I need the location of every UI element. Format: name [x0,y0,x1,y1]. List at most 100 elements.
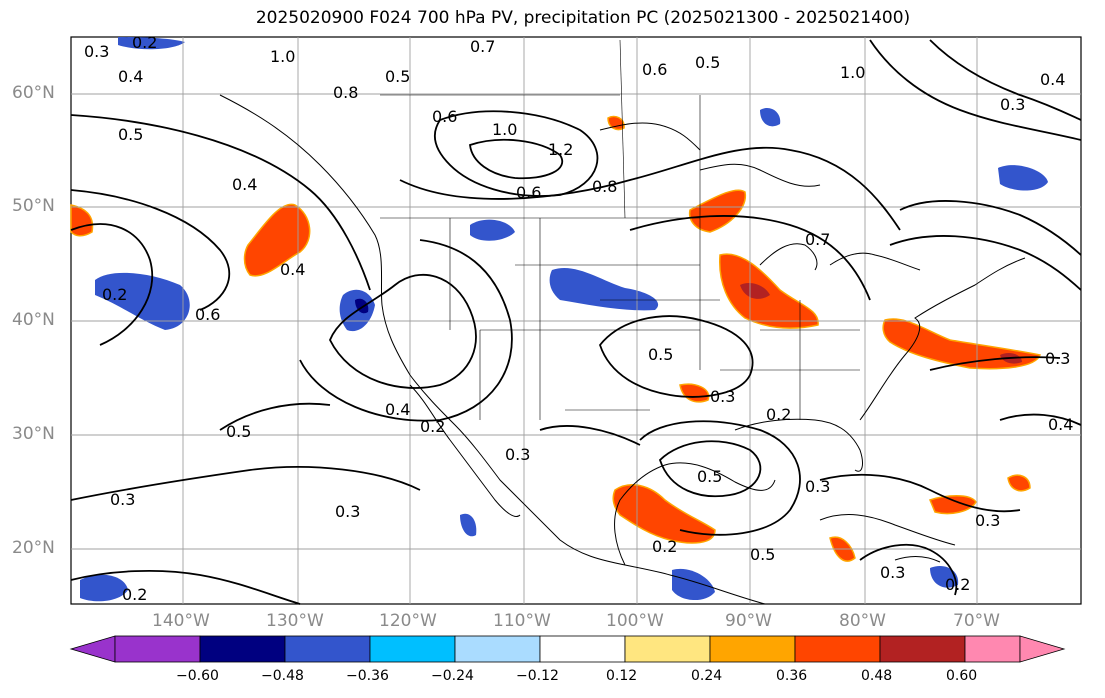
precip-orange-8 [928,495,977,515]
lon-label: 110°W [493,611,551,631]
contour-label: 0.4 [385,400,410,419]
lon-label: 90°W [725,611,772,631]
contour-label: 0.3 [1000,95,1025,114]
precip-blue-1 [95,272,190,330]
precip-positive-areas [70,115,1042,562]
precip-orange-9 [1007,474,1031,492]
precip-blue-7 [760,107,781,127]
colorbar-segment [624,635,711,663]
lon-label: 140°W [152,611,210,631]
borders [380,39,860,420]
precip-darkred-1 [740,283,770,299]
colorbar-tick-label: −0.12 [516,668,559,684]
precip-orange-5 [612,484,716,544]
coastlines [219,94,1026,605]
lat-label: 20°N [12,538,55,558]
contour-label: 0.3 [710,387,735,406]
lat-label: 30°N [12,424,55,444]
contour-label: 0.4 [1048,415,1073,434]
precip-blue-11 [460,513,477,537]
colorbar-segment [879,635,966,663]
colorbar-tick-label: 0.36 [776,668,808,684]
lat-label: 60°N [12,83,55,103]
contour-label: 0.6 [516,183,541,202]
contour-label: 0.5 [118,125,143,144]
contour-label: 0.7 [805,230,830,249]
contour-label: 1.0 [270,47,295,66]
lat-label: 40°N [12,310,55,330]
precip-blue-5 [118,37,185,50]
contour-labels: 0.3 0.2 0.4 1.0 0.8 0.5 0.7 0.6 0.5 1.0 … [84,33,1073,604]
colorbar-segment [964,635,1021,663]
colorbar-segment [454,635,541,663]
contour-label: 0.2 [132,33,157,52]
lon-label: 70°W [953,611,1000,631]
contour-label: 0.4 [232,175,257,194]
map-frame [70,36,1082,605]
contour-label: 0.8 [592,177,617,196]
contour-label: 0.3 [84,42,109,61]
precip-orange-11 [607,115,625,131]
colorbar-tick-label: 0.24 [691,668,723,684]
contour-label: 0.6 [195,305,220,324]
colorbar-tick-label: −0.60 [176,668,219,684]
page-title: 2025020900 F024 700 hPa PV, precipitatio… [255,8,911,28]
lat-label: 50°N [12,196,55,216]
contour-label: 0.6 [642,60,667,79]
contour-label: 0.3 [880,563,905,582]
contour-label: 0.5 [695,53,720,72]
contour-label: 0.7 [470,37,495,56]
contour-label: 0.3 [505,445,530,464]
contour-label: 0.2 [652,537,677,556]
precip-blue-9 [672,568,715,601]
contour-label: 0.5 [385,67,410,86]
precip-negative-areas [80,37,1048,602]
contour-label: 0.5 [750,545,775,564]
colorbar-segment [539,635,626,663]
lon-label: 130°W [266,611,324,631]
graticule [71,37,1081,604]
contour-label: 0.5 [697,467,722,486]
pv-contours [70,39,1082,605]
contour-label: 0.2 [122,585,147,604]
precip-blue-8 [80,574,128,602]
contour-label: 0.8 [333,83,358,102]
colorbar-segment [114,635,201,663]
colorbar-segment-above [1019,635,1066,663]
colorbar-segment [709,635,796,663]
contour-label: 1.2 [548,140,573,159]
lon-label: 80°W [839,611,886,631]
contour-label: 0.4 [1040,70,1065,89]
colorbar-segment-below [69,635,116,663]
contour-label: 0.2 [420,417,445,436]
contour-label: 0.3 [805,477,830,496]
lon-label: 120°W [379,611,437,631]
colorbar-tick-label: 0.48 [861,668,893,684]
colorbar-tick-label: 0.60 [946,668,978,684]
contour-label: 0.4 [280,260,305,279]
contour-label: 0.5 [648,345,673,364]
precip-orange-1 [243,203,311,277]
contour-label: 0.4 [118,67,143,86]
precip-orange-2 [719,253,819,329]
colorbar-tick-label: −0.36 [346,668,389,684]
colorbar-segment [369,635,456,663]
precip-blue-10 [930,565,959,588]
contour-label: 1.0 [840,63,865,82]
contour-label: 0.5 [226,422,251,441]
precip-blue-6 [998,165,1048,191]
precip-blue-4 [470,219,515,241]
colorbar-tick-label: −0.24 [431,668,474,684]
contour-label: 0.2 [945,575,970,594]
contour-label: 0.3 [975,511,1000,530]
colorbar [69,635,1066,663]
contour-label: 0.2 [766,405,791,424]
colorbar-segment [284,635,371,663]
colorbar-segment [794,635,881,663]
colorbar-tick-label: −0.48 [261,668,304,684]
contour-label: 1.0 [492,120,517,139]
contour-label: 0.3 [110,490,135,509]
contour-label: 0.3 [335,502,360,521]
contour-label: 0.6 [432,107,457,126]
